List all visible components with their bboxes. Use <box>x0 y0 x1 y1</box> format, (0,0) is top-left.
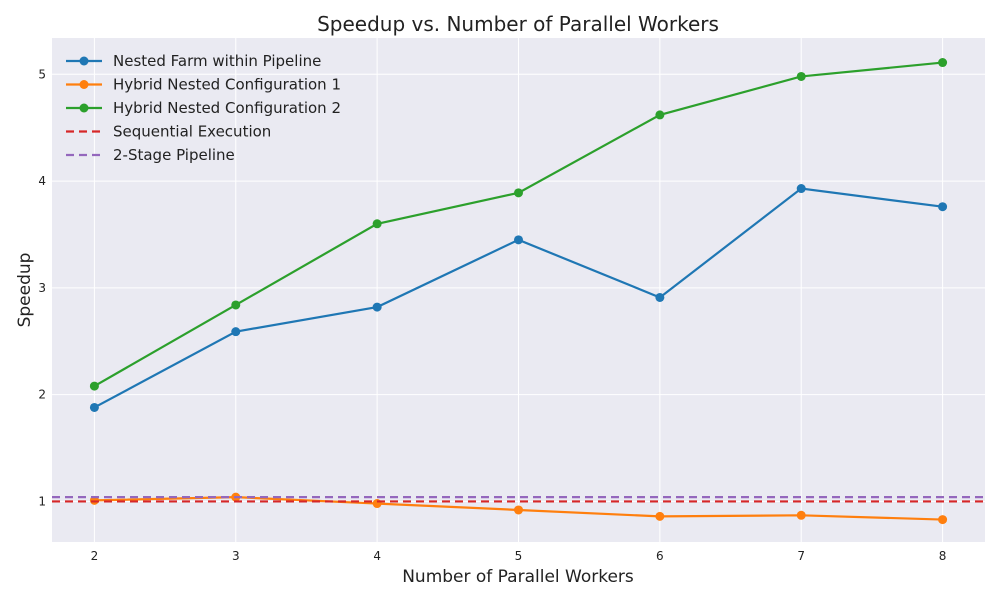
legend: Nested Farm within Pipeline Hybrid Nested… <box>66 52 341 164</box>
series-1 <box>89 184 948 412</box>
legend-item: Nested Farm within Pipeline <box>66 52 321 70</box>
legend-label: Hybrid Nested Configuration 2 <box>113 99 341 117</box>
data-point <box>796 71 806 81</box>
data-point <box>655 110 665 120</box>
data-point <box>938 202 948 212</box>
legend-item: 2-Stage Pipeline <box>66 146 235 164</box>
legend-item: Hybrid Nested Configuration 2 <box>66 99 341 117</box>
legend-label: Nested Farm within Pipeline <box>113 52 321 70</box>
x-tick-label: 6 <box>656 549 664 563</box>
y-tick-label: 1 <box>38 494 46 508</box>
data-point <box>231 327 241 337</box>
legend-marker <box>79 103 89 113</box>
data-point <box>514 505 523 515</box>
chart-title: Speedup vs. Number of Parallel Workers <box>317 12 719 36</box>
data-point <box>89 381 99 391</box>
grid <box>52 38 985 542</box>
data-point <box>514 188 523 198</box>
y-tick-label: 5 <box>38 67 46 81</box>
series-3 <box>89 58 948 391</box>
legend-label: Sequential Execution <box>113 123 271 141</box>
data-point <box>938 515 948 525</box>
legend-marker <box>79 56 89 66</box>
legend-label: 2-Stage Pipeline <box>113 146 235 164</box>
legend-label: Hybrid Nested Configuration 1 <box>113 76 341 94</box>
data-point <box>372 219 382 229</box>
y-tick-label: 2 <box>38 388 46 402</box>
series-layer <box>52 58 985 525</box>
y-axis-label: Speedup <box>15 253 35 328</box>
x-tick-label: 2 <box>91 549 99 563</box>
x-tick-label: 8 <box>939 549 947 563</box>
data-point <box>231 300 241 310</box>
data-point <box>796 184 806 194</box>
data-point <box>372 302 382 312</box>
x-tick-label: 5 <box>515 549 523 563</box>
x-tick-label: 4 <box>373 549 381 563</box>
x-tick-label: 7 <box>797 549 805 563</box>
legend-item: Hybrid Nested Configuration 1 <box>66 76 341 94</box>
legend-marker <box>79 80 89 89</box>
legend-item: Sequential Execution <box>66 123 271 141</box>
x-axis-label: Number of Parallel Workers <box>402 567 634 587</box>
ticks: 2 3 4 5 6 7 8 1 2 3 4 5 <box>38 67 946 563</box>
data-point <box>796 510 806 520</box>
data-point <box>514 235 523 245</box>
y-tick-label: 4 <box>38 174 46 188</box>
data-point <box>655 292 665 302</box>
data-point <box>655 511 665 521</box>
data-point <box>89 402 99 412</box>
x-tick-label: 3 <box>232 549 240 563</box>
data-point <box>938 58 948 68</box>
y-tick-label: 3 <box>38 281 46 295</box>
